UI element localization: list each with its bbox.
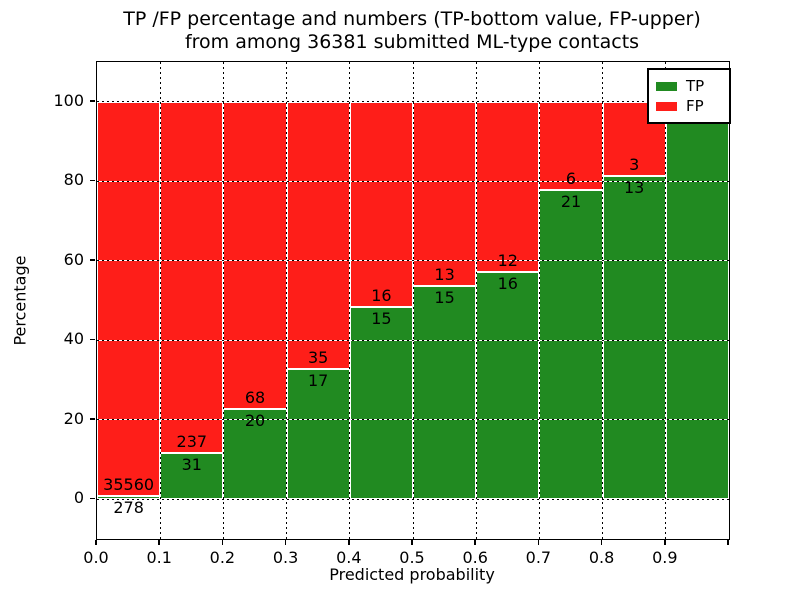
tp-count-label: 17 — [308, 371, 329, 391]
gridline-vertical — [538, 62, 540, 539]
tp-swatch-icon — [656, 81, 677, 91]
bar-tp-segment — [160, 453, 224, 500]
tp-count-label: 15 — [434, 288, 455, 308]
bar-fp-segment — [413, 101, 477, 287]
x-tick-label: 0.3 — [272, 548, 299, 567]
bar-fp-segment — [160, 101, 224, 454]
gridline-vertical — [222, 62, 224, 539]
y-tick-label: 0 — [73, 488, 84, 508]
tp-count-label: 16 — [497, 274, 518, 294]
x-tick-label: 0.6 — [462, 548, 488, 567]
gridline-vertical — [475, 62, 477, 539]
x-tick-label: 0.4 — [336, 548, 362, 567]
x-tick-label: 0.1 — [146, 548, 172, 567]
x-tick-label: 0.2 — [209, 548, 236, 567]
fp-count-label: 6 — [565, 169, 577, 189]
y-tick-mark — [89, 259, 95, 261]
bar-tp-segment — [286, 369, 350, 500]
y-tick-mark — [89, 418, 95, 420]
tp-count-label: 20 — [244, 410, 266, 430]
bar-fp-segment — [476, 101, 540, 273]
fp-count-label: 237 — [176, 432, 208, 452]
x-tick-mark — [95, 540, 97, 545]
legend-item-tp: TP — [656, 77, 722, 95]
legend: TP FP — [647, 68, 731, 124]
y-tick-label: 100 — [53, 90, 84, 110]
x-tick-label: 0.0 — [83, 548, 109, 567]
x-tick-label: 0.5 — [399, 548, 425, 567]
bar-tp-segment — [539, 190, 603, 500]
tp-count-label: 31 — [181, 455, 202, 475]
bar-tp-segment — [476, 272, 540, 500]
fp-count-label: 16 — [371, 285, 392, 305]
x-tick-mark — [221, 540, 224, 545]
x-tick-mark — [474, 540, 476, 545]
fp-swatch-icon — [656, 101, 677, 111]
x-tick-mark — [727, 540, 729, 545]
bar-fp-segment — [97, 101, 161, 497]
fp-count-label: 3 — [629, 155, 640, 175]
y-axis-label: Percentage — [10, 255, 30, 346]
x-tick-mark — [284, 540, 287, 545]
fp-count-label: 35 — [308, 348, 329, 368]
x-axis-label: Predicted probability — [329, 565, 495, 584]
gridline-horizontal — [97, 260, 729, 262]
bar-fp-segment — [223, 101, 287, 409]
y-tick-label: 40 — [63, 329, 84, 349]
x-tick-label: 0.9 — [652, 548, 678, 567]
bar-tp-segment — [349, 306, 413, 500]
x-tick-mark — [537, 540, 540, 545]
bar-tp-segment — [602, 176, 666, 500]
tp-count-label: 21 — [560, 192, 582, 212]
y-tick-mark — [89, 338, 95, 340]
gridline-horizontal — [97, 180, 729, 182]
y-tick-label: 20 — [63, 408, 84, 428]
chart-title-line1: TP /FP percentage and numbers (TP-bottom… — [123, 8, 701, 30]
tp-count-label: 13 — [624, 178, 645, 198]
bar-tp-segment — [665, 101, 729, 500]
plot-area: 3556027823731682035171615131512166213135… — [96, 61, 731, 540]
legend-label: FP — [686, 96, 704, 115]
chart-title: TP /FP percentage and numbers (TP-bottom… — [96, 8, 728, 54]
x-tick-label: 0.7 — [525, 548, 552, 567]
gridline-horizontal — [97, 339, 729, 341]
bar-fp-segment — [539, 101, 603, 191]
gridline-horizontal — [97, 419, 729, 421]
x-tick-mark — [600, 540, 603, 545]
bar-tp-segment — [223, 408, 287, 500]
gridline-vertical — [602, 62, 604, 539]
tp-count-label: 278 — [113, 498, 144, 518]
fp-count-label: 12 — [497, 251, 518, 271]
gridline-horizontal — [97, 101, 729, 103]
bar-tp-segment — [413, 286, 477, 500]
y-tick-label: 80 — [63, 170, 84, 190]
gridline-vertical — [286, 62, 288, 539]
bar-fp-segment — [286, 101, 350, 370]
fp-count-label: 35560 — [103, 475, 155, 495]
fp-count-label: 68 — [244, 387, 266, 407]
x-tick-mark — [664, 540, 666, 545]
y-tick-mark — [89, 179, 95, 181]
legend-label: TP — [686, 76, 705, 95]
y-tick-label: 60 — [63, 249, 84, 269]
bar-tp-segment — [97, 496, 161, 500]
gridline-vertical — [159, 62, 161, 539]
tp-count-label: 15 — [371, 308, 392, 328]
x-tick-label: 0.8 — [588, 548, 615, 567]
fp-count-label: 13 — [434, 265, 455, 285]
chart-title-line2: from among 36381 submitted ML-type conta… — [184, 31, 640, 53]
y-tick-mark — [89, 497, 95, 499]
gridline-vertical — [665, 62, 667, 539]
y-tick-mark — [89, 100, 95, 102]
x-tick-mark — [158, 540, 160, 545]
gridline-vertical — [349, 62, 351, 539]
gridline-vertical — [412, 62, 414, 539]
legend-item-fp: FP — [656, 97, 722, 115]
x-tick-mark — [348, 540, 350, 545]
x-tick-mark — [411, 540, 413, 545]
gridline-horizontal — [97, 498, 729, 500]
bar-fp-segment — [349, 101, 413, 307]
